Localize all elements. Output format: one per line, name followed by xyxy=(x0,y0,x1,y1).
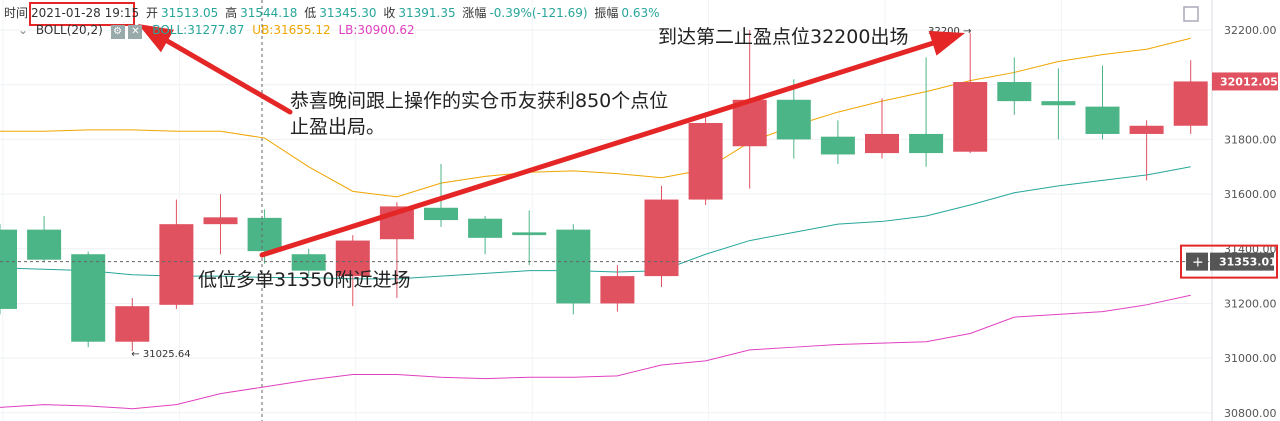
candle-body xyxy=(1129,125,1164,134)
ohlc-info-bar: 时间 2021-01-28 19:15 开 31513.05 高 31544.18 低… xyxy=(4,4,663,21)
change-value: -0.39%(-121.69) xyxy=(489,6,588,20)
time-label: 时间 xyxy=(4,6,29,20)
candle-body xyxy=(732,99,767,147)
low-value: 31345.30 xyxy=(319,6,377,20)
amp-value: 0.63% xyxy=(621,6,660,20)
candle-body xyxy=(776,99,811,140)
crosshair-price-label: 31353.01 xyxy=(1219,256,1277,269)
crosshair-highlight-box xyxy=(1180,244,1278,279)
candle-body xyxy=(600,276,635,304)
candle-body xyxy=(909,133,944,154)
candle-body xyxy=(424,207,458,221)
candle-body xyxy=(159,224,194,305)
boll-middle-band xyxy=(0,166,1191,280)
annotation-profit: 恭喜晚间跟上操作的实仓币友获利850个点位 止盈出局。 xyxy=(290,88,668,140)
timestamp-highlight-box xyxy=(29,2,135,26)
boll-lb-value: 30900.62 xyxy=(357,23,415,37)
change-label: 涨幅 xyxy=(462,6,487,20)
annotation-profit-line1: 恭喜晚间跟上操作的实仓币友获利850个点位 xyxy=(290,90,669,112)
candle-body xyxy=(71,254,106,342)
close-label: 收 xyxy=(383,6,396,20)
boll-ub-label: UB xyxy=(252,23,270,37)
boll-upper-band xyxy=(0,37,1191,198)
price-tick-label: 31600.00 xyxy=(1224,188,1277,201)
high-label: 高 xyxy=(225,6,238,20)
candle-body xyxy=(556,229,591,304)
boll-name: BOLL(20,2) xyxy=(35,23,103,37)
add-alert-button[interactable] xyxy=(1186,252,1208,271)
candle-body xyxy=(335,240,370,277)
close-value: 31391.35 xyxy=(398,6,456,20)
last-price-tag xyxy=(1212,72,1278,91)
boll-mid-value: 31277.87 xyxy=(187,23,245,37)
high-value: 31544.18 xyxy=(240,6,298,20)
expand-icon[interactable] xyxy=(1183,6,1199,22)
price-tick-label: 31800.00 xyxy=(1224,133,1277,146)
annotation-profit-line2: 止盈出局。 xyxy=(290,116,386,138)
candle-body xyxy=(0,229,17,309)
candle-body xyxy=(512,232,547,236)
time-value: 2021-01-28 19:15 xyxy=(31,6,140,20)
close-icon[interactable]: ✕ xyxy=(128,25,143,39)
annotation-entry: 低位多单31350附近进场 xyxy=(198,269,411,291)
candle-body xyxy=(291,254,326,271)
price-tick-label: 30800.00 xyxy=(1224,407,1277,420)
arrow-trade-path-head xyxy=(928,30,965,56)
candle-body xyxy=(115,306,150,342)
open-value: 31513.05 xyxy=(161,6,219,20)
candle-body xyxy=(865,133,899,154)
arrow-to-timestamp-shaft xyxy=(164,38,293,115)
candle-body xyxy=(247,217,282,252)
candle-body xyxy=(820,136,855,155)
crosshair-price-tag xyxy=(1210,252,1274,271)
low-price-marker: ← 31025.64 xyxy=(131,349,190,360)
price-tick-label: 32200.00 xyxy=(1224,24,1277,37)
candle-body xyxy=(644,199,679,277)
price-tick-label: 31200.00 xyxy=(1224,297,1277,310)
gear-icon[interactable]: ⚙ xyxy=(110,25,125,39)
candle-body xyxy=(688,123,723,200)
arrow-trade-path-shaft xyxy=(259,40,936,258)
high-price-marker: 32200 → xyxy=(928,26,971,37)
candle-body xyxy=(203,217,238,225)
price-tick-label: 31000.00 xyxy=(1224,352,1277,365)
plus-icon: + xyxy=(1192,255,1204,271)
boll-lb-label: LB xyxy=(338,23,354,37)
candle-body xyxy=(953,82,988,152)
open-label: 开 xyxy=(145,6,158,20)
annotation-target: 到达第二止盈点位32200出场 xyxy=(658,26,909,48)
candle-body xyxy=(27,229,62,260)
boll-legend: ⌄ BOLL(20,2) ⚙ ✕ BOLL:31277.87 UB:31655.… xyxy=(18,23,415,39)
candle-body xyxy=(997,82,1032,102)
arrow-to-timestamp-head xyxy=(138,24,174,53)
low-label: 低 xyxy=(304,6,317,20)
boll-mid-label: BOLL xyxy=(152,23,184,37)
chevron-down-icon[interactable]: ⌄ xyxy=(18,23,29,37)
amp-label: 振幅 xyxy=(594,6,619,20)
boll-ub-value: 31655.12 xyxy=(273,23,331,37)
boll-lower-band xyxy=(0,294,1191,410)
candle-body xyxy=(468,218,503,238)
candle-body xyxy=(1041,101,1076,106)
last-price-label: 32012.05 xyxy=(1220,75,1278,88)
candle-body xyxy=(1173,81,1208,126)
candle-body xyxy=(1085,106,1120,134)
